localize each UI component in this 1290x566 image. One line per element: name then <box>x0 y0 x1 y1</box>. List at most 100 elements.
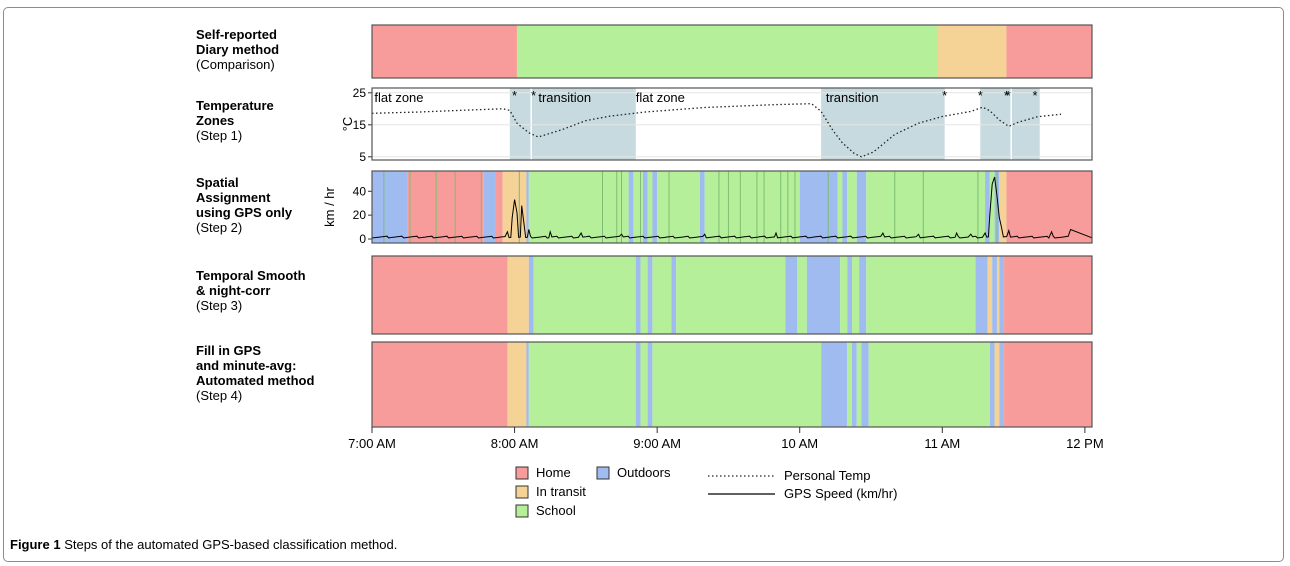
diary-segment-home <box>372 25 517 78</box>
legend-swatch-school <box>515 504 529 518</box>
smooth-segment-in-transit <box>987 256 993 334</box>
row-label-automated-sub: (Step 4) <box>196 388 243 403</box>
smooth-segment-school <box>640 256 648 334</box>
spatial-segment-school <box>657 171 700 243</box>
x-axis-tick-label: 11 AM <box>924 436 960 451</box>
automated-segment-school <box>868 342 990 427</box>
smooth-segment-in-transit <box>996 256 1000 334</box>
smooth-segment-outdoors <box>992 256 997 334</box>
spatial-panel-frame <box>371 170 1093 244</box>
automated-segment-in-transit <box>507 342 527 427</box>
temp-y-tick-label: 15 <box>353 118 367 132</box>
row-label-temperature-line1: Temperature <box>196 98 274 113</box>
caption-figure-number: Figure 1 <box>10 537 61 552</box>
row-label-spatial-sub: (Step 2) <box>196 220 243 235</box>
temp-zone-star: * <box>1004 88 1009 103</box>
smooth-segment-outdoors <box>999 256 1005 334</box>
temp-transition-zone <box>980 88 1040 160</box>
smooth-segment-outdoors <box>975 256 988 334</box>
spatial-segment-school <box>704 171 800 243</box>
spatial-segment-outdoors <box>699 171 705 243</box>
automated-segment-outdoors <box>635 342 641 427</box>
row-label-spatial: Spatial Assignment using GPS only (Step … <box>196 175 292 235</box>
legend-label: School <box>536 503 576 518</box>
spatial-segment-home <box>407 171 484 243</box>
diary-segment-home <box>1006 25 1092 78</box>
spatial-segment-school <box>866 171 986 243</box>
row-label-diary-line1: Self-reported <box>196 27 277 42</box>
spatial-segment-school <box>647 171 653 243</box>
temp-zone-label: flat zone <box>374 90 423 105</box>
automated-segment-in-transit <box>994 342 1000 427</box>
automated-panel-frame <box>371 341 1093 428</box>
spatial-segment-school <box>989 171 995 243</box>
spatial-segment-outdoors <box>526 171 529 243</box>
smooth-segment-school <box>852 256 860 334</box>
legend-swatch-outdoors <box>596 466 610 480</box>
row-label-diary-sub: (Comparison) <box>196 57 275 72</box>
automated-segment-outdoors <box>999 342 1005 427</box>
automated-segment-outdoors <box>989 342 995 427</box>
row-label-smooth: Temporal Smooth & night-corr (Step 3) <box>196 268 306 313</box>
smooth-segment-home <box>1004 256 1092 334</box>
spatial-segment-in-transit <box>999 171 1007 243</box>
spatial-segment-school <box>528 171 629 243</box>
spatial-segment-school <box>847 171 857 243</box>
spatial-segment-outdoors <box>642 171 648 243</box>
temp-transition-zone <box>821 88 945 160</box>
x-axis-tick-label: 9:00 AM <box>633 436 681 451</box>
automated-segment-school <box>847 342 852 427</box>
figure-frame <box>3 7 1284 562</box>
spatial-segment-in-transit <box>502 171 527 243</box>
smooth-segment-school <box>652 256 672 334</box>
temp-y-axis-label: °C <box>340 117 355 132</box>
smooth-segment-outdoors <box>647 256 653 334</box>
spatial-segment-outdoors <box>856 171 867 243</box>
row-label-automated-line1: Fill in GPS <box>196 343 262 358</box>
spatial-segment-home <box>1006 171 1092 243</box>
spatial-segment-outdoors <box>372 171 408 243</box>
temp-y-tick-label: 25 <box>353 86 367 100</box>
diary-panel-frame <box>371 24 1093 79</box>
temp-panel-frame <box>371 87 1093 161</box>
spatial-segment-school <box>633 171 643 243</box>
legend-label: Outdoors <box>617 465 671 480</box>
row-label-temperature: Temperature Zones (Step 1) <box>196 98 274 143</box>
temp-zone-star: * <box>531 88 536 103</box>
smooth-segment-school <box>533 256 636 334</box>
row-label-spatial-line2: Assignment <box>196 190 271 205</box>
spatial-segment-outdoors <box>842 171 848 243</box>
row-label-automated: Fill in GPS and minute-avg: Automated me… <box>196 343 314 403</box>
spatial-segment-outdoors <box>652 171 658 243</box>
automated-segment-home <box>1004 342 1092 427</box>
spatial-segment-outdoors <box>628 171 634 243</box>
row-label-smooth-sub: (Step 3) <box>196 298 243 313</box>
row-label-spatial-line1: Spatial <box>196 175 239 190</box>
automated-segment-school <box>856 342 862 427</box>
smooth-segment-outdoors <box>635 256 641 334</box>
smooth-segment-school <box>676 256 786 334</box>
personal-temp-line <box>371 103 1062 158</box>
legend-label: GPS Speed (km/hr) <box>784 486 897 501</box>
automated-segment-outdoors <box>861 342 869 427</box>
smooth-segment-in-transit <box>507 256 529 334</box>
spatial-y-tick-label: 20 <box>353 208 367 222</box>
temp-zone-star: * <box>978 88 983 103</box>
x-axis-tick-label: 8:00 AM <box>491 436 539 451</box>
row-label-temperature-sub: (Step 1) <box>196 128 243 143</box>
spatial-y-tick-label: 0 <box>359 232 366 246</box>
temp-zone-star: * <box>512 88 517 103</box>
row-label-temperature-line2: Zones <box>196 113 235 128</box>
legend-swatch-home <box>515 466 529 480</box>
smooth-segment-school <box>840 256 848 334</box>
legend-label: Personal Temp <box>784 468 870 483</box>
row-label-smooth-line2: & night-corr <box>196 283 271 298</box>
automated-segment-home <box>372 342 508 427</box>
smooth-segment-outdoors <box>847 256 852 334</box>
x-axis-tick-label: 10 AM <box>781 436 818 451</box>
legend-label: Home <box>536 465 571 480</box>
smooth-segment-home <box>372 256 508 334</box>
temp-zone-label: flat zone <box>636 90 685 105</box>
spatial-segment-school <box>837 171 843 243</box>
